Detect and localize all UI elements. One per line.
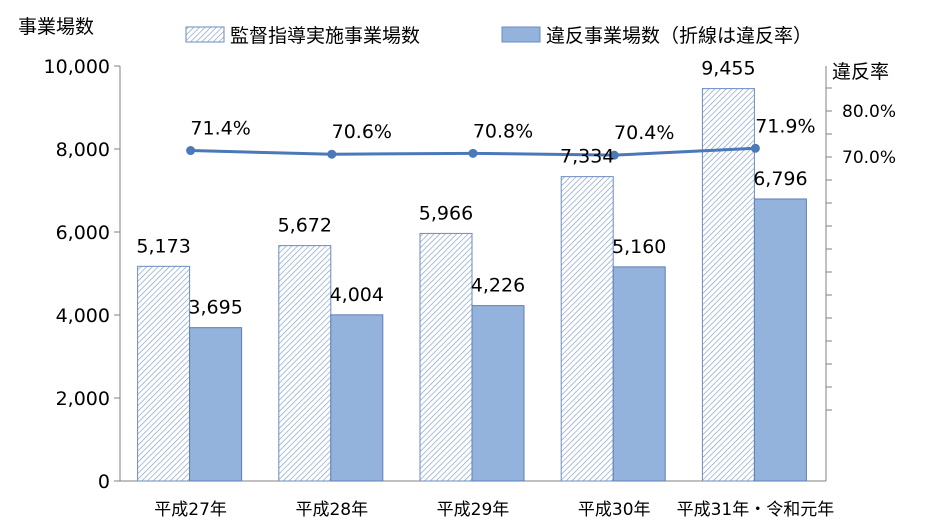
bar-inspected (137, 265, 191, 482)
y-tick-label: 8,000 (56, 139, 110, 161)
bar-violations (189, 327, 243, 482)
bar-inspected (419, 232, 473, 482)
y2-tick-label: 80.0% (842, 102, 896, 122)
bars (137, 88, 807, 482)
bar-inspected-label: 7,334 (560, 146, 614, 168)
axes: 0 2,000 4,000 6,000 8,000 10,000 70.0% 80.0% 平成2… (44, 56, 897, 520)
bar-inspected (701, 88, 755, 482)
bar-violations-label: 3,695 (188, 297, 242, 319)
legend-label-violations: 違反事業場数（折線は違反率） (546, 25, 812, 47)
legend-swatch-violations (501, 26, 541, 43)
bar-violations (753, 198, 807, 482)
rate-point (186, 146, 196, 156)
bar-violations (471, 305, 525, 482)
y-tick-label: 4,000 (56, 305, 110, 327)
rate-label: 70.8% (473, 120, 533, 142)
bar-violations-label: 4,004 (330, 284, 384, 306)
rate-label: 70.4% (614, 122, 674, 144)
bar-inspected-label: 5,672 (278, 215, 332, 237)
y-tick-label: 6,000 (56, 222, 110, 244)
rate-point (468, 148, 478, 158)
y-tick-label: 10,000 (44, 56, 110, 78)
x-tick-label: 平成27年 (154, 500, 227, 520)
bar-inspected-label: 5,966 (419, 202, 473, 224)
bar-violations-label: 4,226 (471, 275, 525, 297)
y2-axis-title: 違反率 (832, 61, 889, 83)
bar-inspected (278, 245, 332, 482)
bar-inspected-label: 5,173 (136, 235, 190, 257)
y-tick-label: 2,000 (56, 388, 110, 410)
bar-violations-label: 6,796 (753, 168, 807, 190)
legend: 監督指導実施事業場数 違反事業場数（折線は違反率） (185, 25, 812, 47)
data-labels: 5,173 3,695 5,672 4,004 5,966 4,226 7,334 5,160… (136, 58, 815, 319)
rate-label: 71.4% (190, 118, 250, 140)
x-tick-label: 平成28年 (295, 500, 368, 520)
rate-point (750, 143, 760, 153)
y2-tick-label: 70.0% (842, 148, 896, 168)
legend-label-inspected: 監督指導実施事業場数 (230, 25, 420, 47)
rate-label: 70.6% (332, 121, 392, 143)
bar-violations (330, 314, 384, 482)
bar-inspected-label: 9,455 (701, 58, 755, 80)
x-tick-label: 平成30年 (578, 500, 651, 520)
rate-point (327, 149, 337, 159)
x-tick-label: 平成31年・令和元年 (677, 500, 835, 520)
bar-inspected (560, 176, 614, 482)
x-tick-label: 平成29年 (437, 500, 510, 520)
rate-label: 71.9% (755, 115, 815, 137)
y-axis-title: 事業場数 (18, 16, 94, 38)
bar-violations (612, 266, 666, 482)
bar-violations-label: 5,160 (612, 236, 666, 258)
legend-swatch-inspected (185, 26, 225, 43)
rate-line (186, 143, 760, 160)
y-tick-label: 0 (98, 471, 110, 493)
rate-point (609, 150, 619, 160)
